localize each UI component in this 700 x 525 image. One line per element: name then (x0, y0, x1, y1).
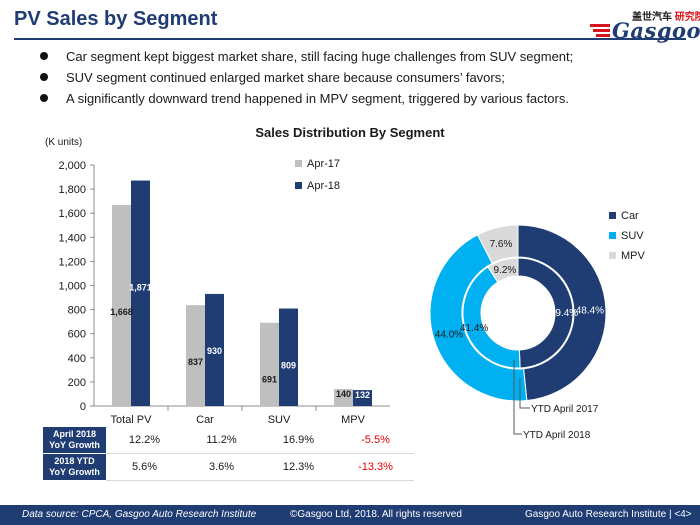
donut-data-label: 49.4% (550, 308, 578, 319)
logo-wing-icon (590, 24, 610, 37)
summary-bullets: Car segment kept biggest market share, s… (34, 46, 573, 109)
table-cell: 16.9% (260, 427, 337, 454)
donut-legend-label: MPV (621, 250, 646, 262)
x-category-label: MPV (341, 414, 366, 426)
row-header: April 2018 YoY Growth (43, 427, 106, 454)
footer-source: Data source: CPCA, Gasgoo Auto Research … (22, 509, 257, 520)
table-cell: 3.6% (183, 453, 260, 481)
y-tick-label: 800 (68, 305, 86, 317)
row-header-line2: YoY Growth (49, 467, 100, 477)
bar-apr-18 (279, 308, 298, 406)
row-header: 2018 YTD YoY Growth (43, 453, 106, 481)
yoy-growth-table: April 2018 YoY Growth 12.2% 11.2% 16.9% -… (43, 427, 414, 481)
table-cell-negative: -13.3% (337, 453, 414, 481)
y-tick-label: 0 (80, 401, 86, 413)
donut-slice-inner-car (517, 257, 574, 369)
y-tick-label: 600 (68, 329, 86, 341)
leader-line-inner (513, 360, 522, 435)
logo-cn-institute: 研究院 (674, 12, 700, 23)
bullet-item: Car segment kept biggest market share, s… (34, 46, 573, 67)
legend-swatch (295, 182, 302, 189)
row-header-line1: April 2018 (52, 429, 97, 439)
x-category-label: SUV (268, 414, 291, 426)
table-row: April 2018 YoY Growth 12.2% 11.2% 16.9% -… (43, 427, 414, 454)
bullet-item: SUV segment continued enlarged market sh… (34, 67, 573, 88)
table-cell: 12.2% (106, 427, 183, 454)
donut-data-label: 7.6% (490, 239, 513, 250)
donut-slice-outer-mpv (476, 224, 519, 264)
donut-legend-label: Car (621, 210, 639, 222)
legend-swatch (295, 160, 302, 167)
x-category-label: Total PV (111, 414, 153, 426)
logo-english-text: Gasgoo (612, 18, 700, 43)
bar-apr-17 (260, 322, 279, 406)
logo-cn-name: 盖世汽车 (632, 12, 672, 23)
data-label-apr17: 1,668 (110, 307, 133, 317)
table-cell: 11.2% (183, 427, 260, 454)
gasgoo-logo: 盖世汽车 研究院 Gasgoo (586, 8, 700, 43)
title-divider (14, 38, 686, 40)
legend-label: Apr-17 (307, 158, 340, 170)
page-title: PV Sales by Segment (14, 8, 218, 30)
chart-title: Sales Distribution By Segment (255, 125, 445, 140)
donut-data-label: 9.2% (493, 265, 516, 276)
logo-chinese-text: 盖世汽车 研究院 (632, 8, 700, 23)
data-label-apr18: 1,871 (129, 283, 152, 293)
data-label-apr18: 132 (355, 390, 370, 400)
donut-legend-swatch (609, 252, 616, 259)
row-header-line2: YoY Growth (49, 440, 100, 450)
bar-apr-17 (112, 205, 131, 406)
bar-apr-18 (131, 180, 150, 406)
row-header-line1: 2018 YTD (54, 456, 95, 466)
data-label-apr17: 691 (262, 375, 277, 385)
ring-label-outer: YTD April 2017 (531, 404, 599, 415)
bar-apr-18 (353, 390, 372, 406)
table-row: 2018 YTD YoY Growth 5.6% 3.6% 12.3% -13.3… (43, 453, 414, 481)
bar-apr-18 (205, 293, 224, 406)
donut-slice-outer-suv (429, 234, 528, 402)
table-cell: 12.3% (260, 453, 337, 481)
y-tick-label: 200 (68, 377, 86, 389)
data-label-apr18: 930 (207, 346, 222, 356)
donut-data-label: 41.4% (460, 323, 488, 334)
bar-apr-17 (334, 389, 353, 406)
y-tick-label: 1,800 (58, 184, 86, 196)
y-axis-unit-label: (K units) (45, 137, 83, 148)
donut-data-label: 48.4% (576, 305, 604, 316)
y-tick-label: 2,000 (58, 160, 86, 172)
table-cell: 5.6% (106, 453, 183, 481)
data-label-apr17: 140 (336, 389, 351, 399)
donut-legend-label: SUV (621, 230, 644, 242)
footer-bar: Data source: CPCA, Gasgoo Auto Research … (0, 505, 700, 525)
x-category-label: Car (196, 414, 214, 426)
donut-slice-inner-mpv (487, 257, 519, 283)
data-label-apr17: 837 (188, 357, 203, 367)
data-label-apr18: 809 (281, 361, 296, 371)
y-tick-label: 1,400 (58, 232, 86, 244)
footer-copyright: ©Gasgoo Ltd, 2018. All rights reserved (290, 509, 462, 520)
donut-legend-swatch (609, 212, 616, 219)
leader-line-outer (519, 378, 530, 409)
y-tick-label: 400 (68, 353, 86, 365)
y-tick-label: 1,000 (58, 281, 86, 293)
bullet-item: A significantly downward trend happened … (34, 88, 573, 109)
bar-apr-17 (186, 305, 205, 406)
footer-institute-page: Gasgoo Auto Research Institute | <4> (525, 509, 692, 520)
donut-legend-swatch (609, 232, 616, 239)
y-tick-label: 1,600 (58, 208, 86, 220)
table-cell-negative: -5.5% (337, 427, 414, 454)
donut-data-label: 44.0% (435, 330, 463, 341)
legend-label: Apr-18 (307, 180, 340, 192)
y-tick-label: 1,200 (58, 256, 86, 268)
donut-slice-outer-car (517, 224, 607, 402)
ring-label-inner: YTD April 2018 (523, 430, 591, 441)
donut-slice-inner-suv (462, 266, 521, 369)
